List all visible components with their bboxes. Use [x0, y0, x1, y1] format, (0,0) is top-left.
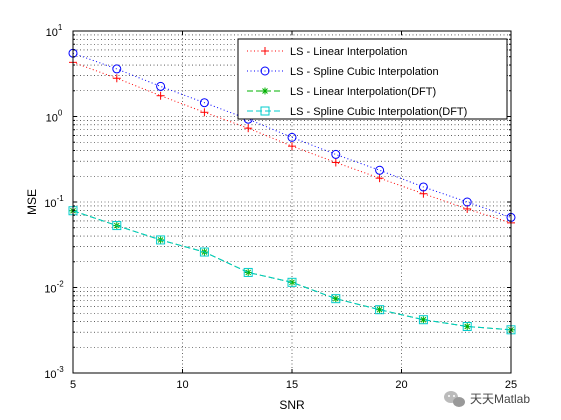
- x-tick-label: 20: [395, 379, 407, 391]
- data-point: [462, 321, 472, 331]
- data-point: [200, 108, 209, 117]
- data-point: [156, 235, 166, 245]
- wechat-icon: [444, 391, 465, 407]
- series-line: [72, 210, 512, 331]
- data-point: [112, 74, 121, 83]
- legend-label: LS - Spline Cubic Interpolation: [290, 66, 439, 78]
- data-point: [462, 197, 472, 207]
- tick-labels: 5 10 15 20 25 101 100 10-1 10-2 10-3: [44, 23, 517, 391]
- data-point: [331, 294, 341, 304]
- data-point: [244, 124, 253, 133]
- legend-marker: [261, 87, 269, 95]
- legend-marker: [260, 66, 270, 76]
- legend-label: LS - Linear Interpolation(DFT): [290, 86, 436, 98]
- data-point: [288, 142, 296, 151]
- data-point: [156, 91, 165, 100]
- data-point: [156, 81, 166, 91]
- data-point: [375, 305, 385, 315]
- x-tick-label: 15: [286, 379, 298, 391]
- legend-marker: [260, 106, 270, 116]
- ticks: [72, 31, 512, 374]
- legend-entry-1: LS - Linear Interpolation: [247, 46, 407, 58]
- data-point: [112, 64, 122, 74]
- data-point: [243, 267, 253, 277]
- legend-entry-3: LS - Linear Interpolation(DFT): [247, 86, 436, 98]
- series-layer: [68, 48, 516, 335]
- legend: LS - Linear Interpolation LS - Spline Cub…: [237, 38, 508, 120]
- legend-label: LS - Linear Interpolation: [290, 46, 407, 58]
- x-axis-label: SNR: [279, 398, 305, 412]
- y-tick-label: 100: [46, 109, 63, 125]
- legend-label: LS - Spline Cubic Interpolation(DFT): [290, 106, 467, 118]
- data-point: [332, 295, 340, 303]
- legend-marker: [261, 47, 269, 55]
- data-point: [244, 268, 252, 276]
- data-point: [376, 306, 384, 314]
- data-point: [112, 221, 122, 231]
- legend-entry-2: LS - Spline Cubic Interpolation: [247, 66, 439, 78]
- data-point: [331, 158, 340, 167]
- data-point: [199, 247, 209, 257]
- y-tick-label: 101: [46, 23, 63, 39]
- x-tick-label: 5: [70, 379, 76, 391]
- legend-entry-4: LS - Spline Cubic Interpolation(DFT): [247, 106, 467, 118]
- data-point: [199, 98, 209, 108]
- y-tick-label: 10-2: [44, 280, 64, 296]
- data-point: [375, 165, 385, 175]
- y-tick-label: 10-1: [44, 194, 64, 210]
- series-2: [68, 48, 516, 222]
- data-point: [375, 174, 384, 183]
- data-point: [331, 149, 341, 159]
- data-point: [418, 315, 428, 325]
- data-point: [287, 132, 297, 142]
- watermark: 天天Matlab: [444, 391, 530, 407]
- legend-box: [237, 38, 508, 120]
- data-point: [287, 277, 297, 287]
- x-tick-label: 25: [505, 379, 517, 391]
- watermark-text: 天天Matlab: [470, 392, 530, 406]
- x-tick-label: 10: [176, 379, 188, 391]
- data-point: [418, 182, 428, 192]
- y-tick-label: 10-3: [44, 365, 64, 381]
- series-line: [72, 52, 512, 218]
- y-axis-label: MSE: [25, 189, 39, 215]
